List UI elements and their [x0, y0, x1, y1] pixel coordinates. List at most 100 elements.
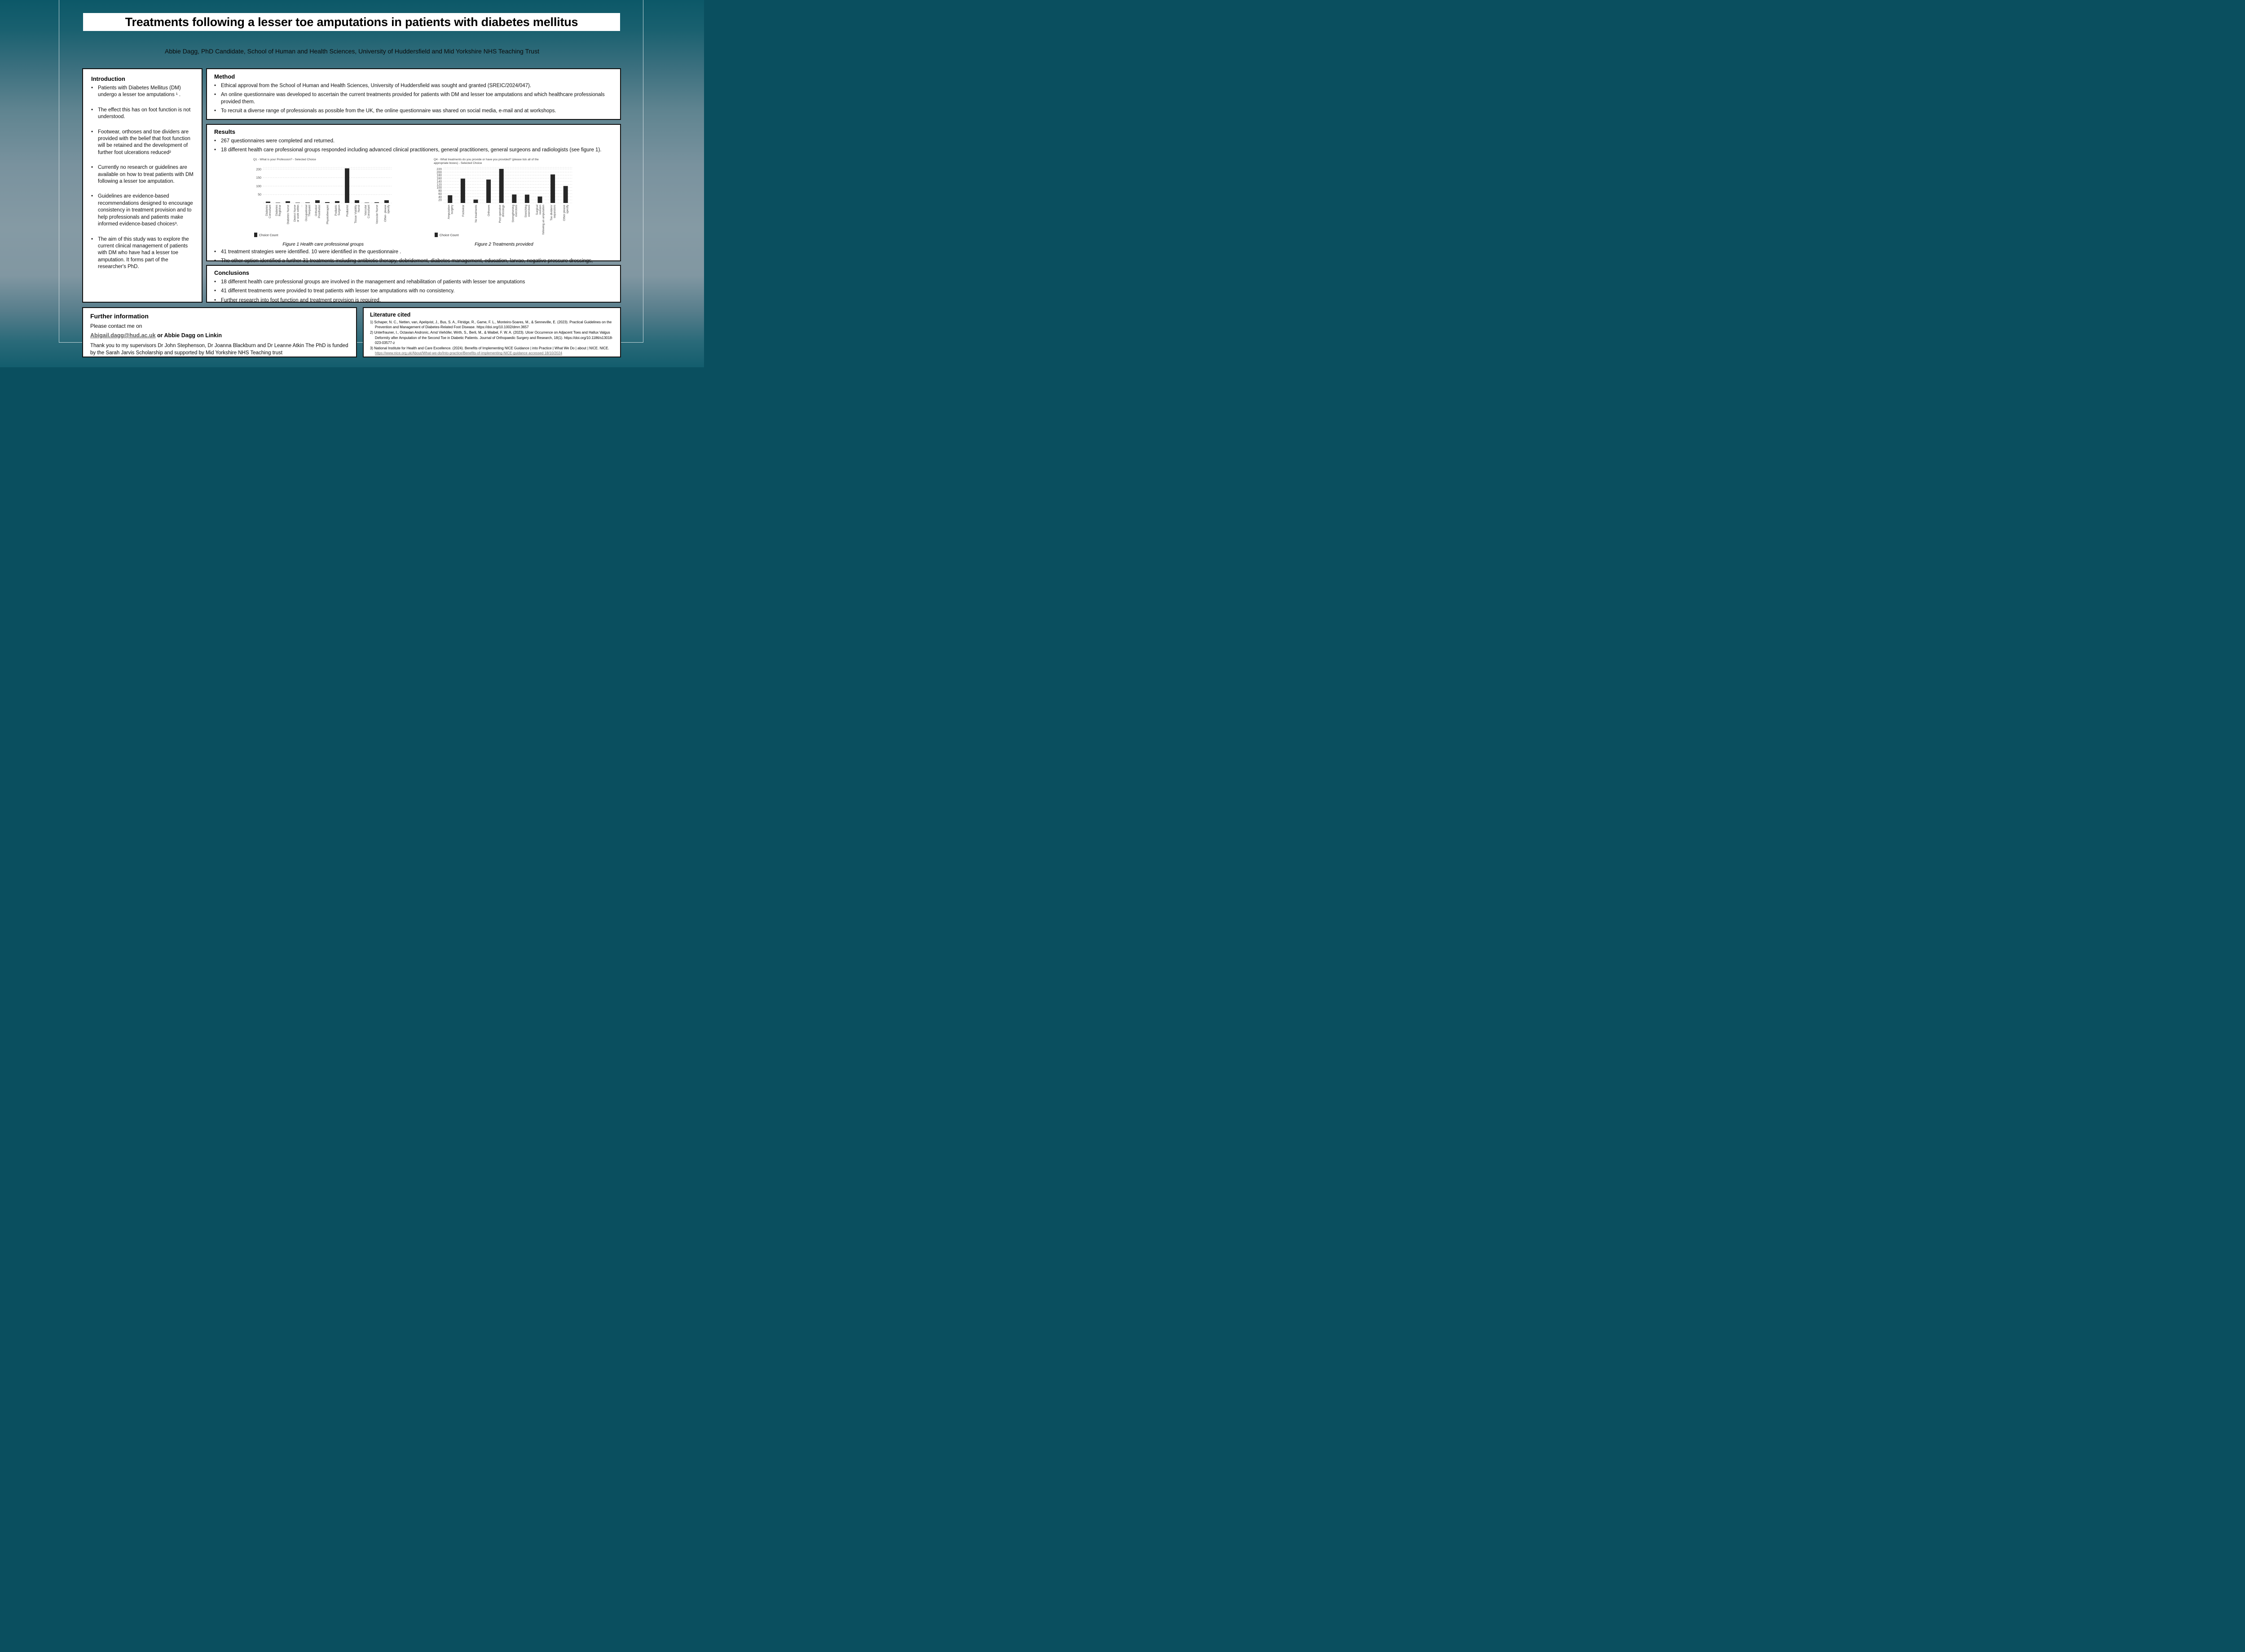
bullet-item: • Ethical approval from the School of Hum…: [214, 83, 613, 89]
x-axis-label: Surgicalrevisionfollowing an amputation: [536, 204, 545, 234]
bullet-text: Patients with Diabetes Mellitus (DM) und…: [98, 85, 181, 98]
bar: [525, 194, 530, 203]
bar: [265, 201, 270, 203]
bullet-marker: •: [214, 279, 216, 285]
bar: [550, 174, 555, 203]
bullet-item: • Further research into foot function and…: [214, 297, 613, 304]
legend-label: Choice Count: [440, 234, 458, 237]
bullet-marker: •: [214, 83, 216, 88]
bar: [374, 202, 379, 203]
bullet-text: The aim of this study was to explore the…: [98, 236, 189, 270]
method-bullets: • Ethical approval from the School of Hum…: [214, 83, 613, 115]
bullet-marker: •: [214, 258, 216, 264]
svg-text:180: 180: [437, 174, 442, 177]
bar: [344, 168, 349, 203]
svg-text:20: 20: [439, 198, 442, 202]
bullet-marker: •: [91, 194, 93, 199]
conclusions-heading: Conclusions: [214, 269, 250, 276]
conclusions-section: Conclusions • 18 different health care pr…: [206, 265, 621, 303]
figure2-container: Q4 - What treatments do you provide or h…: [432, 156, 576, 247]
bar: [325, 202, 330, 203]
results-section: Results • 267 questionnaires were complet…: [206, 124, 621, 271]
author-line: Abbie Dagg, PhD Candidate, School of Hum…: [165, 48, 539, 55]
x-axis-label: VascularConsultant: [364, 205, 370, 218]
bullet-text: 18 different health care professional gr…: [221, 279, 525, 285]
figure1-caption: Figure 1 Health care professional groups: [282, 242, 364, 247]
introduction-heading: Introduction: [91, 75, 125, 82]
bullet-text: Further research into foot function and …: [221, 297, 381, 303]
bullet-item: • Guidelines are evidence-based recommen…: [91, 193, 194, 228]
chart-title: Q1 - What is your Profession? - Selected…: [253, 158, 316, 161]
bullet-marker: •: [91, 85, 93, 91]
bullet-item: • To recruit a diverse range of professio…: [214, 108, 613, 115]
bar: [473, 199, 478, 203]
poster-title: Treatments following a lesser toe amputa…: [125, 15, 578, 29]
svg-text:150: 150: [256, 176, 261, 180]
svg-text:200: 200: [437, 171, 442, 174]
bullet-item: • Currently no research or guidelines are…: [91, 164, 194, 185]
x-axis-label: Post operativedressings: [499, 204, 505, 223]
bar-chart-professions: Q1 - What is your Profession? - Selected…: [253, 158, 392, 237]
bullet-text: Ethical approval from the School of Huma…: [221, 83, 532, 88]
figure2-caption: Figure 2 Treatments provided: [475, 242, 533, 247]
x-axis-label: Amputationsurgery: [448, 204, 454, 219]
bar: [448, 195, 453, 203]
bar-chart-treatments: Q4 - What treatments do you provide or h…: [434, 158, 572, 237]
x-axis-label: Stretchingexercises: [524, 204, 531, 217]
x-axis-label: Podiatrist: [346, 205, 349, 216]
literature-heading: Literature cited: [370, 312, 411, 318]
bar: [285, 201, 290, 203]
bullet-marker: •: [91, 107, 93, 113]
bullet-text: An online questionnaire was developed to…: [221, 92, 605, 105]
results-charts-row: Q1 - What is your Profession? - Selected…: [214, 156, 613, 247]
x-axis-label: District Nurseor work within...: [293, 204, 303, 222]
bar: [486, 179, 491, 203]
bullet-item: • Footwear, orthoses and toe dividers are…: [91, 129, 194, 157]
svg-text:100: 100: [437, 186, 442, 189]
bullet-text: 18 different health care professional gr…: [221, 147, 602, 153]
bullet-item: • 267 questionnaires were completed and r…: [214, 138, 613, 145]
bullet-marker: •: [91, 129, 93, 135]
reference-text: 2) Unterfrauner, I., Octavian Andronic, …: [370, 330, 613, 345]
svg-text:220: 220: [437, 168, 442, 171]
bar: [512, 194, 517, 203]
bullet-text: The effect this has on foot function is …: [98, 107, 191, 120]
bullet-marker: •: [214, 249, 216, 255]
svg-text:140: 140: [437, 180, 442, 183]
x-axis-label: PodiatricSurgeon: [335, 204, 341, 216]
reference-link[interactable]: https://www.nice.org.uk/About/What-we-do…: [375, 351, 563, 356]
x-axis-label: Diabetes Nurse: [286, 204, 290, 224]
bullet-marker: •: [214, 147, 216, 153]
reference-item: 2) Unterfrauner, I., Octavian Andronic, …: [370, 330, 614, 345]
bullet-text: 267 questionnaires were completed and re…: [221, 138, 335, 144]
bullet-text: 41 different treatments were provided to…: [221, 288, 455, 294]
svg-text:120: 120: [437, 183, 442, 186]
svg-text:200: 200: [256, 168, 261, 171]
bullet-text: To recruit a diverse range of profession…: [221, 108, 556, 114]
bullet-item: • Patients with Diabetes Mellitus (DM) un…: [91, 85, 194, 99]
reference-item: 1) Schaper, N. C., Netten, van, Apelqvis…: [370, 320, 614, 330]
x-axis-label: No treatments: [475, 205, 478, 223]
bullet-text: 41 treatment strategies were identified.…: [221, 249, 401, 255]
x-axis-label: OccupationalTherpaist: [305, 205, 311, 221]
bullet-item: • An online questionnaire was developed t…: [214, 92, 613, 106]
x-axis-label: Footwear: [462, 205, 465, 216]
x-axis-label: Tissue ViabilityNurse: [354, 204, 361, 223]
introduction-section: Introduction • Patients with Diabetes Mel…: [82, 68, 202, 303]
x-axis-label: Vascular Nurse: [375, 204, 379, 224]
x-axis-label: Other- pleasespecify: [384, 204, 390, 222]
svg-text:160: 160: [437, 177, 442, 180]
figure1-container: Q1 - What is your Profession? - Selected…: [251, 156, 395, 247]
bar: [461, 178, 466, 203]
email-link[interactable]: Abigail.dagg@hud.ac.uk: [90, 332, 156, 339]
bullet-marker: •: [214, 108, 216, 114]
literature-section: Literature cited 1) Schaper, N. C., Nett…: [363, 307, 621, 357]
bullet-marker: •: [214, 138, 216, 144]
x-axis-label: Orthoses: [488, 205, 491, 216]
bar: [499, 168, 504, 203]
bullet-text: Guidelines are evidence-based recommenda…: [98, 194, 193, 227]
further-information-heading: Further information: [90, 313, 149, 320]
method-heading: Method: [214, 73, 235, 80]
legend-swatch: [254, 232, 257, 237]
bar: [315, 200, 320, 203]
